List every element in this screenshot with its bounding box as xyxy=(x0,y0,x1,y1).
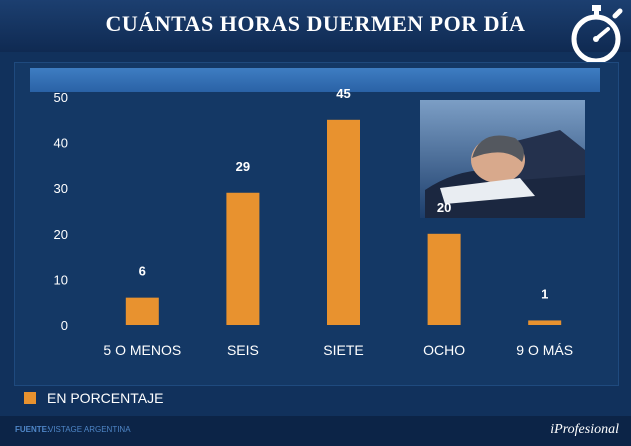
y-tick-label: 50 xyxy=(54,90,68,105)
data-label: 45 xyxy=(336,86,350,101)
x-tick-label: SIETE xyxy=(323,342,363,358)
sleeping-man-photo xyxy=(420,100,585,218)
data-label: 1 xyxy=(541,286,548,301)
legend-swatch xyxy=(24,392,36,404)
brand-logo: iProfesional xyxy=(550,422,619,437)
x-tick-label: SEIS xyxy=(227,342,259,358)
y-tick-label: 40 xyxy=(54,136,68,151)
source-name: VISTAGE ARGENTINA xyxy=(48,425,131,434)
bar xyxy=(226,192,260,325)
bar xyxy=(125,297,159,325)
footer: FUENTE: VISTAGE ARGENTINA iProfesional xyxy=(0,416,631,446)
data-label: 20 xyxy=(437,200,451,215)
bar xyxy=(528,320,562,325)
y-tick-label: 20 xyxy=(54,227,68,242)
x-tick-label: 9 O MÁS xyxy=(516,342,573,358)
chart-header-band xyxy=(30,68,600,92)
data-label: 29 xyxy=(236,159,250,174)
bar xyxy=(327,119,360,325)
y-tick-label: 10 xyxy=(54,272,68,287)
legend: EN PORCENTAJE xyxy=(24,389,163,407)
title-bar: CUÁNTAS HORAS DUERMEN POR DÍA xyxy=(0,0,631,52)
legend-label: EN PORCENTAJE xyxy=(47,390,164,406)
x-tick-label: OCHO xyxy=(423,342,465,358)
chart-title: CUÁNTAS HORAS DUERMEN POR DÍA xyxy=(105,11,526,36)
x-tick-label: 5 O MENOS xyxy=(103,342,181,358)
source-label: FUENTE: xyxy=(15,425,50,434)
stopwatch-icon xyxy=(571,5,623,64)
data-label: 6 xyxy=(139,264,146,279)
bar xyxy=(427,233,461,325)
y-tick-label: 0 xyxy=(61,318,68,333)
y-tick-label: 30 xyxy=(54,181,68,196)
